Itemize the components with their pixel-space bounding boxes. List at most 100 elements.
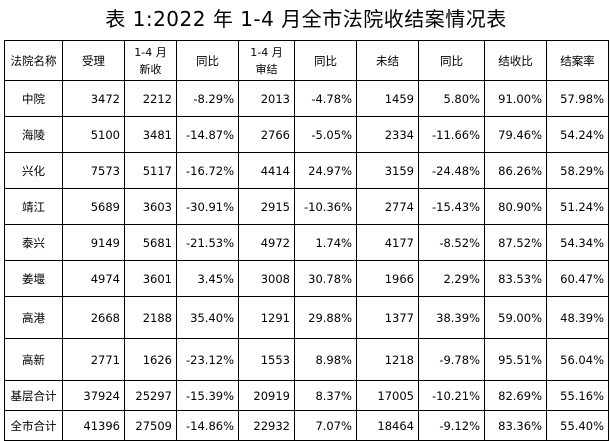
table-row: 全市合计 41396 27509 -14.86% 22932 7.07% 18464 -9.1…: [4, 410, 609, 441]
cell-close-rate: 56.04%: [546, 338, 609, 381]
col-header-court: 法院名称: [4, 40, 63, 81]
cell-court-name: 高新: [4, 338, 63, 381]
cell-close-rate: 60.47%: [546, 260, 609, 297]
cell-pending: 1966: [356, 260, 419, 297]
cell-court-name: 中院: [4, 80, 63, 117]
cell-closed: 4972: [238, 224, 295, 261]
cell-new-cases: 5681: [124, 224, 177, 261]
cell-pending: 17005: [356, 380, 419, 411]
cell-close-ratio: 79.46%: [484, 116, 547, 153]
cell-close-rate: 54.34%: [546, 224, 609, 261]
cell-new-yoy: -15.39%: [176, 380, 239, 411]
cell-accepted: 7573: [62, 152, 125, 189]
cell-closed-yoy: 30.78%: [294, 260, 357, 297]
cell-court-name: 高港: [4, 296, 63, 339]
cell-court-name: 海陵: [4, 116, 63, 153]
cell-new-yoy: -23.12%: [176, 338, 239, 381]
cell-court-name: 姜堰: [4, 260, 63, 297]
cell-pending: 18464: [356, 410, 419, 441]
col-header-pending-yoy: 同比: [418, 40, 485, 81]
header-row: 法院名称 受理 1-4 月 新收 同比 1-4 月 审结 同比 未结 同比 结收…: [4, 40, 609, 81]
cell-accepted: 37924: [62, 380, 125, 411]
cell-close-ratio: 91.00%: [484, 80, 547, 117]
cell-new-cases: 27509: [124, 410, 177, 441]
cell-new-cases: 5117: [124, 152, 177, 189]
cell-close-ratio: 82.69%: [484, 380, 547, 411]
cell-close-ratio: 86.26%: [484, 152, 547, 189]
col-header-new: 1-4 月 新收: [124, 40, 177, 81]
cell-accepted: 5689: [62, 188, 125, 225]
cell-new-yoy: -16.72%: [176, 152, 239, 189]
case-statistics-table: 法院名称 受理 1-4 月 新收 同比 1-4 月 审结 同比 未结 同比 结收…: [4, 40, 609, 441]
cell-pending: 3159: [356, 152, 419, 189]
cell-close-ratio: 59.00%: [484, 296, 547, 339]
col-header-accepted: 受理: [62, 40, 125, 81]
cell-closed: 1553: [238, 338, 295, 381]
cell-pending: 2334: [356, 116, 419, 153]
cell-closed: 4414: [238, 152, 295, 189]
cell-new-yoy: -21.53%: [176, 224, 239, 261]
page-title: 表 1:2022 年 1-4 月全市法院收结案情况表: [105, 7, 507, 31]
col-header-close-ratio: 结收比: [484, 40, 547, 81]
cell-pending-yoy: -24.48%: [418, 152, 485, 189]
cell-close-rate: 57.98%: [546, 80, 609, 117]
col-header-closed-yoy: 同比: [294, 40, 357, 81]
cell-new-cases: 3601: [124, 260, 177, 297]
cell-new-yoy: -14.87%: [176, 116, 239, 153]
cell-closed: 2013: [238, 80, 295, 117]
cell-close-rate: 54.24%: [546, 116, 609, 153]
table-row: 靖江 5689 3603 -30.91% 2915 -10.36% 2774 -15.43% 8…: [4, 188, 609, 225]
cell-closed-yoy: -4.78%: [294, 80, 357, 117]
cell-close-ratio: 80.90%: [484, 188, 547, 225]
cell-pending-yoy: -15.43%: [418, 188, 485, 225]
cell-closed-yoy: 8.37%: [294, 380, 357, 411]
cell-new-yoy: -8.29%: [176, 80, 239, 117]
table-row: 兴化 7573 5117 -16.72% 4414 24.97% 3159 -24.48% 86…: [4, 152, 609, 189]
cell-closed-yoy: 24.97%: [294, 152, 357, 189]
cell-pending: 1459: [356, 80, 419, 117]
cell-new-cases: 3481: [124, 116, 177, 153]
cell-closed-yoy: 29.88%: [294, 296, 357, 339]
col-header-new-yoy: 同比: [176, 40, 239, 81]
table-row: 高新 2771 1626 -23.12% 1553 8.98% 1218 -9.78% 95.5…: [4, 338, 609, 381]
cell-pending-yoy: -9.78%: [418, 338, 485, 381]
table-row: 基层合计 37924 25297 -15.39% 20919 8.37% 17005 -10.…: [4, 380, 609, 411]
col-header-close-rate: 结案率: [546, 40, 609, 81]
cell-accepted: 5100: [62, 116, 125, 153]
cell-pending-yoy: -8.52%: [418, 224, 485, 261]
cell-new-cases: 25297: [124, 380, 177, 411]
cell-accepted: 9149: [62, 224, 125, 261]
table-row: 中院 3472 2212 -8.29% 2013 -4.78% 1459 5.80% 91.00…: [4, 80, 609, 117]
cell-pending-yoy: -11.66%: [418, 116, 485, 153]
cell-closed-yoy: 8.98%: [294, 338, 357, 381]
cell-pending-yoy: -9.12%: [418, 410, 485, 441]
cell-closed: 20919: [238, 380, 295, 411]
cell-close-ratio: 83.36%: [484, 410, 547, 441]
cell-close-rate: 55.40%: [546, 410, 609, 441]
cell-closed: 2766: [238, 116, 295, 153]
table-row: 高港 2668 2188 35.40% 1291 29.88% 1377 38.39% 59.0…: [4, 296, 609, 339]
cell-new-cases: 3603: [124, 188, 177, 225]
cell-accepted: 4974: [62, 260, 125, 297]
cell-close-rate: 58.29%: [546, 152, 609, 189]
cell-pending: 4177: [356, 224, 419, 261]
cell-new-cases: 2188: [124, 296, 177, 339]
cell-new-cases: 1626: [124, 338, 177, 381]
cell-closed-yoy: 7.07%: [294, 410, 357, 441]
cell-pending: 1218: [356, 338, 419, 381]
cell-new-yoy: -14.86%: [176, 410, 239, 441]
cell-close-ratio: 87.52%: [484, 224, 547, 261]
cell-court-name: 兴化: [4, 152, 63, 189]
col-header-pending: 未结: [356, 40, 419, 81]
cell-closed: 3008: [238, 260, 295, 297]
cell-closed-yoy: -10.36%: [294, 188, 357, 225]
cell-new-cases: 2212: [124, 80, 177, 117]
cell-court-name: 靖江: [4, 188, 63, 225]
cell-court-name: 基层合计: [4, 380, 63, 411]
cell-closed: 1291: [238, 296, 295, 339]
cell-closed-yoy: -5.05%: [294, 116, 357, 153]
cell-closed-yoy: 1.74%: [294, 224, 357, 261]
table-row: 泰兴 9149 5681 -21.53% 4972 1.74% 4177 -8.52% 87.5…: [4, 224, 609, 261]
cell-new-yoy: -30.91%: [176, 188, 239, 225]
cell-accepted: 2771: [62, 338, 125, 381]
